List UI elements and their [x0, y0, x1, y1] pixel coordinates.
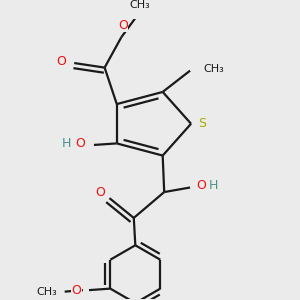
- Text: H: H: [209, 179, 219, 193]
- Text: O: O: [118, 19, 128, 32]
- Text: O: O: [95, 186, 105, 199]
- Text: S: S: [199, 117, 207, 130]
- Text: CH₃: CH₃: [36, 287, 57, 297]
- Text: H: H: [62, 137, 71, 150]
- Text: O: O: [71, 284, 81, 297]
- Text: CH₃: CH₃: [129, 0, 150, 10]
- Text: O: O: [76, 137, 85, 150]
- Text: O: O: [57, 55, 67, 68]
- Text: O: O: [196, 179, 206, 193]
- Text: CH₃: CH₃: [204, 64, 224, 74]
